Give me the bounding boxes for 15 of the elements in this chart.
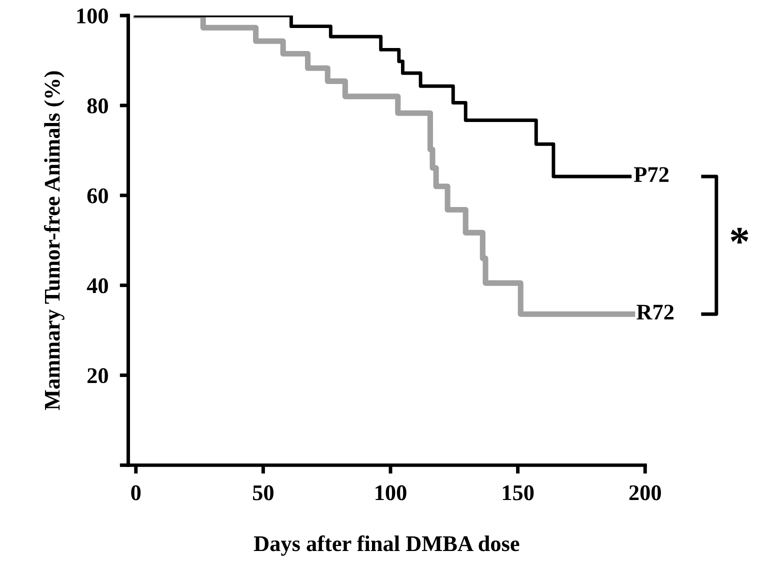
y-tick-label: 20 (88, 368, 108, 384)
x-tick-label: 150 (502, 485, 534, 500)
series-label: P72 (634, 167, 669, 182)
x-tick-label: 0 (131, 485, 141, 500)
x-tick-label: 100 (376, 485, 406, 500)
x-axis-title: Days after final DMBA dose (254, 535, 520, 556)
y-tick-label: 60 (87, 188, 108, 204)
text: * (730, 228, 748, 244)
x-tick-label: 200 (629, 485, 661, 500)
y-tick-label: 40 (86, 278, 108, 294)
y-axis-title: Mammary Tumor-free Animals (%) (44, 71, 64, 410)
y-tick-label: 100 (77, 8, 108, 24)
y-tick-label: 80 (87, 98, 108, 114)
x-tick-label: 50 (252, 485, 274, 500)
series-label: R72 (636, 304, 674, 320)
